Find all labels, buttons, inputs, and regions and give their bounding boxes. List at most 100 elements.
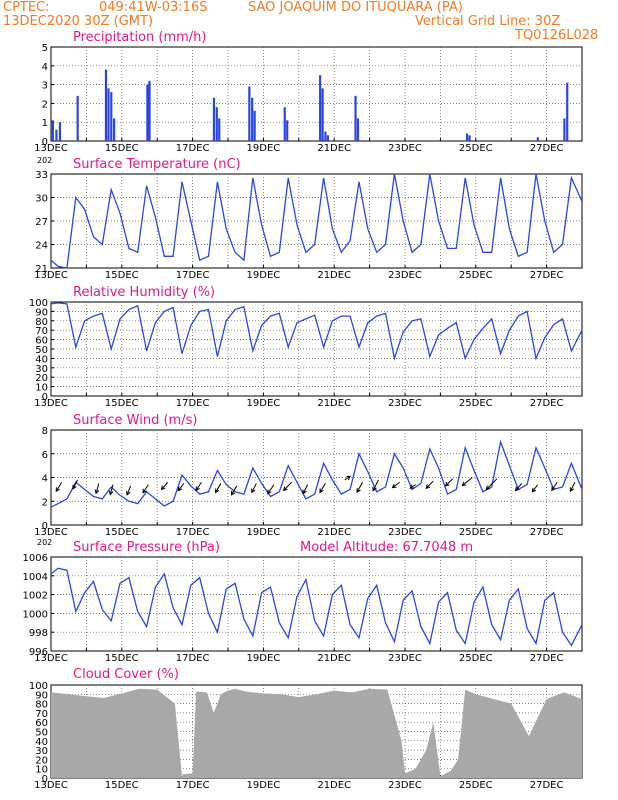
wind-vector-arrow <box>177 483 185 491</box>
rh-ytick-label: 20 <box>35 373 48 384</box>
header-coords: 049:41W-03:16S <box>99 0 208 15</box>
wind-vector-arrow <box>551 481 558 491</box>
precip-ytick-label: 1 <box>42 118 48 129</box>
wind-vector-arrow <box>445 478 454 487</box>
wind-xtick-label: 21DEC <box>317 527 351 538</box>
wind-vector-arrow <box>231 485 238 496</box>
wind-vector-arrow <box>251 483 257 493</box>
cloud-title: Cloud Cover (%) <box>73 667 179 682</box>
precip-bar <box>319 75 322 141</box>
wind-vector-arrow <box>267 484 275 494</box>
rh-ytick-label: 50 <box>35 345 48 356</box>
precip-xtick-label: 13DEC <box>34 143 68 154</box>
wind-panel: 0 2 4 6 8 Surface Wind (m/s) 13DEC 15DEC 17DEC 19… <box>34 413 583 547</box>
wind-vector-head <box>569 487 574 493</box>
cloud-area <box>51 688 582 778</box>
cloud-xtick-label: 27DEC <box>530 780 564 791</box>
wind-vector-head <box>302 489 307 495</box>
wind-xtick-label: 25DEC <box>459 527 493 538</box>
precip-bar <box>251 97 254 141</box>
pres-xtick-label: 23DEC <box>388 653 422 664</box>
cloud-xtick-label: 25DEC <box>459 780 493 791</box>
precip-bar <box>563 118 566 141</box>
wind-vector-head <box>195 486 200 492</box>
precip-bar <box>321 88 324 141</box>
pres-ytick-label: 1006 <box>23 553 48 564</box>
wind-series-line <box>50 439 583 508</box>
precip-bar <box>51 120 54 141</box>
rh-ytick-label: 30 <box>35 364 48 375</box>
precip-ytick-label: 4 <box>42 62 48 73</box>
pres-ytick-label: 1004 <box>23 572 48 583</box>
pres-panel: 996 998 1000 1002 1004 1006 Surface Pressure (… <box>23 540 583 664</box>
temp-xtick-label: 21DEC <box>317 270 351 281</box>
temp-frame <box>50 173 583 269</box>
cloud-xtick-label: 15DEC <box>105 780 139 791</box>
cloud-ytick-label: 0 <box>42 774 48 785</box>
wind-vector-head <box>372 486 377 492</box>
rh-xtick-label: 21DEC <box>317 398 351 409</box>
wind-ytick-label: 0 <box>42 521 48 532</box>
wind-vector-head <box>177 486 183 492</box>
wind-xtick-label: 19DEC <box>247 527 281 538</box>
temp-ytick-label: 30 <box>35 194 48 205</box>
wind-vector-arrow <box>372 479 379 491</box>
pres-xtick-label: 17DEC <box>176 653 210 664</box>
precip-bar <box>356 118 360 141</box>
wind-vector-head <box>55 487 60 493</box>
wind-xtick-label: 13DEC <box>34 527 68 538</box>
rh-ytick-label: 70 <box>35 326 48 337</box>
wind-vector-arrow <box>485 478 498 490</box>
wind-vector-arrow <box>55 481 63 492</box>
wind-vector-arrow <box>195 481 202 491</box>
wind-xtick-label: 23DEC <box>388 527 422 538</box>
pres-ytick-label: 1000 <box>23 609 48 620</box>
wind-vector-head <box>485 485 491 491</box>
pres-xtick-label: 25DEC <box>459 653 493 664</box>
rh-series-line <box>50 302 583 361</box>
precip-xtick-label: 23DEC <box>388 143 422 154</box>
wind-vector-head <box>142 488 147 494</box>
pres-series-line <box>50 567 583 647</box>
wind-vector-head <box>409 484 415 489</box>
pres-xtick-label: 27DEC <box>530 653 564 664</box>
temp-xtick-label: 13DEC <box>34 270 68 281</box>
temp-ytick-label: 21 <box>35 264 48 275</box>
precip-bar <box>283 107 286 141</box>
precip-xtick-label: 17DEC <box>176 143 210 154</box>
precip-bar <box>465 133 469 141</box>
wind-vector-head <box>72 484 77 490</box>
cloud-ytick-label: 100 <box>29 681 48 692</box>
header-code: TQ0126L028 <box>515 28 599 43</box>
temp-ytick-label: 24 <box>35 241 48 252</box>
header-datetime: 13DEC2020 30Z (GMT) <box>3 14 154 29</box>
chart-header: CPTEC: 049:41W-03:16S SAO JOAQUIM DO ITU… <box>0 0 618 46</box>
precip-bar <box>148 80 151 141</box>
rh-xtick-label: 13DEC <box>34 398 68 409</box>
temp-xtick-label: 25DEC <box>459 270 493 281</box>
temp-ytick-label: 33 <box>35 170 48 181</box>
wind-xtick-label: 17DEC <box>176 527 210 538</box>
wind-vector-head <box>282 486 288 492</box>
wind-vector-arrow <box>344 475 351 481</box>
rh-xtick-label: 23DEC <box>388 398 422 409</box>
precip-bar <box>104 69 108 141</box>
precip-bar <box>58 122 62 141</box>
precip-ytick-label: 0 <box>42 137 48 148</box>
pres-xtick-label: 21DEC <box>317 653 351 664</box>
cloud-xtick-label: 21DEC <box>317 780 351 791</box>
wind-xtick-label: 15DEC <box>105 527 139 538</box>
header-grid-note: Vertical Grid Line: 30Z <box>415 14 561 29</box>
cloud-ytick-label: 20 <box>35 755 48 766</box>
wind-vector-arrow <box>531 484 539 493</box>
wind-vector-arrow <box>215 483 222 493</box>
pres-frame <box>50 556 583 652</box>
cloud-ytick-label: 40 <box>35 737 48 748</box>
temp-xtick-label: 19DEC <box>247 270 281 281</box>
wind-frame <box>50 429 583 526</box>
precip-bar <box>566 82 569 141</box>
precip-bar <box>324 131 327 141</box>
wind-vector-head <box>160 485 166 491</box>
